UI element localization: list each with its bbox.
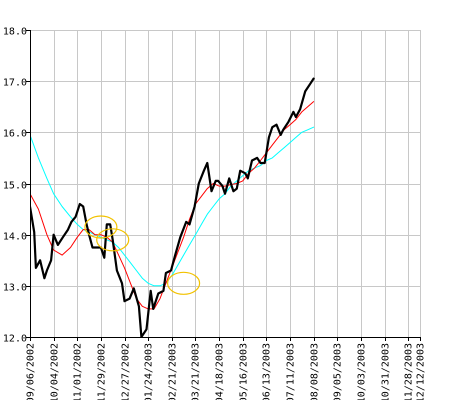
y-tick-label: 13.0 <box>3 283 27 294</box>
y-tick-label: 12.0 <box>3 334 27 345</box>
x-tick-label: 12/27/2002 <box>121 343 132 400</box>
y-tick-label: 16.0 <box>3 129 27 140</box>
grid-layer <box>30 30 421 338</box>
x-tick-label: 10/04/2002 <box>50 343 61 400</box>
crossover-marker <box>167 271 201 295</box>
x-tick-label: 08/08/2003 <box>310 343 321 400</box>
long-average-line <box>30 126 315 287</box>
y-tick-label: 17.0 <box>3 78 27 89</box>
y-tick-labels: 12.0 13.0 14.0 15.0 16.0 17.0 18.0 <box>3 27 27 345</box>
x-tick-label: 11/29/2002 <box>97 343 108 400</box>
x-tick-labels: 09/06/2002 10/04/2002 11/01/2002 11/29/2002… <box>26 343 427 403</box>
price-series-line <box>30 77 315 337</box>
y-tick-label: 15.0 <box>3 181 27 192</box>
x-tick-label: 03/21/2003 <box>191 343 202 400</box>
x-tick-label: 04/18/2003 <box>215 343 226 400</box>
x-tick-label: 12/12/2003 <box>416 343 427 400</box>
crossover-marker-layer <box>84 215 201 295</box>
x-tick-label: 02/21/2003 <box>168 343 179 400</box>
x-tick-label: 09/06/2002 <box>26 343 37 400</box>
x-tick-label: 11/01/2002 <box>73 343 84 400</box>
y-tick-label: 18.0 <box>3 27 27 38</box>
x-tick-label: 05/16/2003 <box>239 343 250 400</box>
x-tick-label: 10/03/2003 <box>357 343 368 400</box>
y-tick-label: 14.0 <box>3 232 27 243</box>
crossover-marker <box>96 228 130 252</box>
axis-layer <box>26 30 421 341</box>
x-tick-label: 09/05/2003 <box>333 343 344 400</box>
x-tick-label: 10/31/2003 <box>381 343 392 400</box>
x-tick-label: 01/24/2003 <box>144 343 155 400</box>
x-tick-label: 07/11/2003 <box>286 343 297 400</box>
crossover-marker <box>84 215 118 239</box>
x-tick-label: 06/13/2003 <box>262 343 273 400</box>
series-layer <box>30 77 315 337</box>
x-tick-label: 11/28/2003 <box>404 343 415 400</box>
